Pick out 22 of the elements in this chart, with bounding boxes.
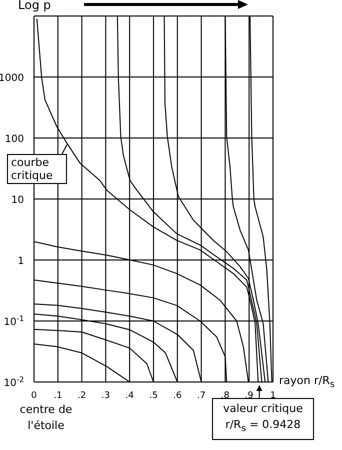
x-tick-label: .2 xyxy=(78,391,86,401)
x-tick-label: .3 xyxy=(101,391,110,401)
y-tick-label: 1 xyxy=(18,256,24,267)
y-tick-label: 10 xyxy=(11,195,24,206)
y-axis-title: Log p xyxy=(18,0,51,12)
x-tick-label: .8 xyxy=(220,391,230,401)
x-tick-label: .4 xyxy=(125,391,134,401)
x-axis-title: rayon r/R$_{s}$ xyxy=(279,374,335,390)
x-tick-label: .1 xyxy=(54,391,62,401)
annotation: valeur critique r/R$_{s}$ = 0.9428 xyxy=(223,402,303,434)
annotation: courbe critique xyxy=(7,154,67,184)
x-tick-label: 1 xyxy=(270,391,276,401)
y-tick-label: 10$^{-2}$ xyxy=(4,374,24,389)
x-tick-label: .5 xyxy=(149,391,158,401)
text: centre de l'étoile xyxy=(18,402,74,434)
x-tick-label: .6 xyxy=(173,391,182,401)
x-tick-label: .7 xyxy=(197,391,206,401)
y-tick-label: 1000 xyxy=(0,73,24,84)
x-tick-label: 0 xyxy=(31,391,38,401)
y-tick-label: 100 xyxy=(4,134,24,145)
y-tick-label: 10$^{-1}$ xyxy=(4,314,24,328)
x-tick-label: .9 xyxy=(244,391,254,401)
